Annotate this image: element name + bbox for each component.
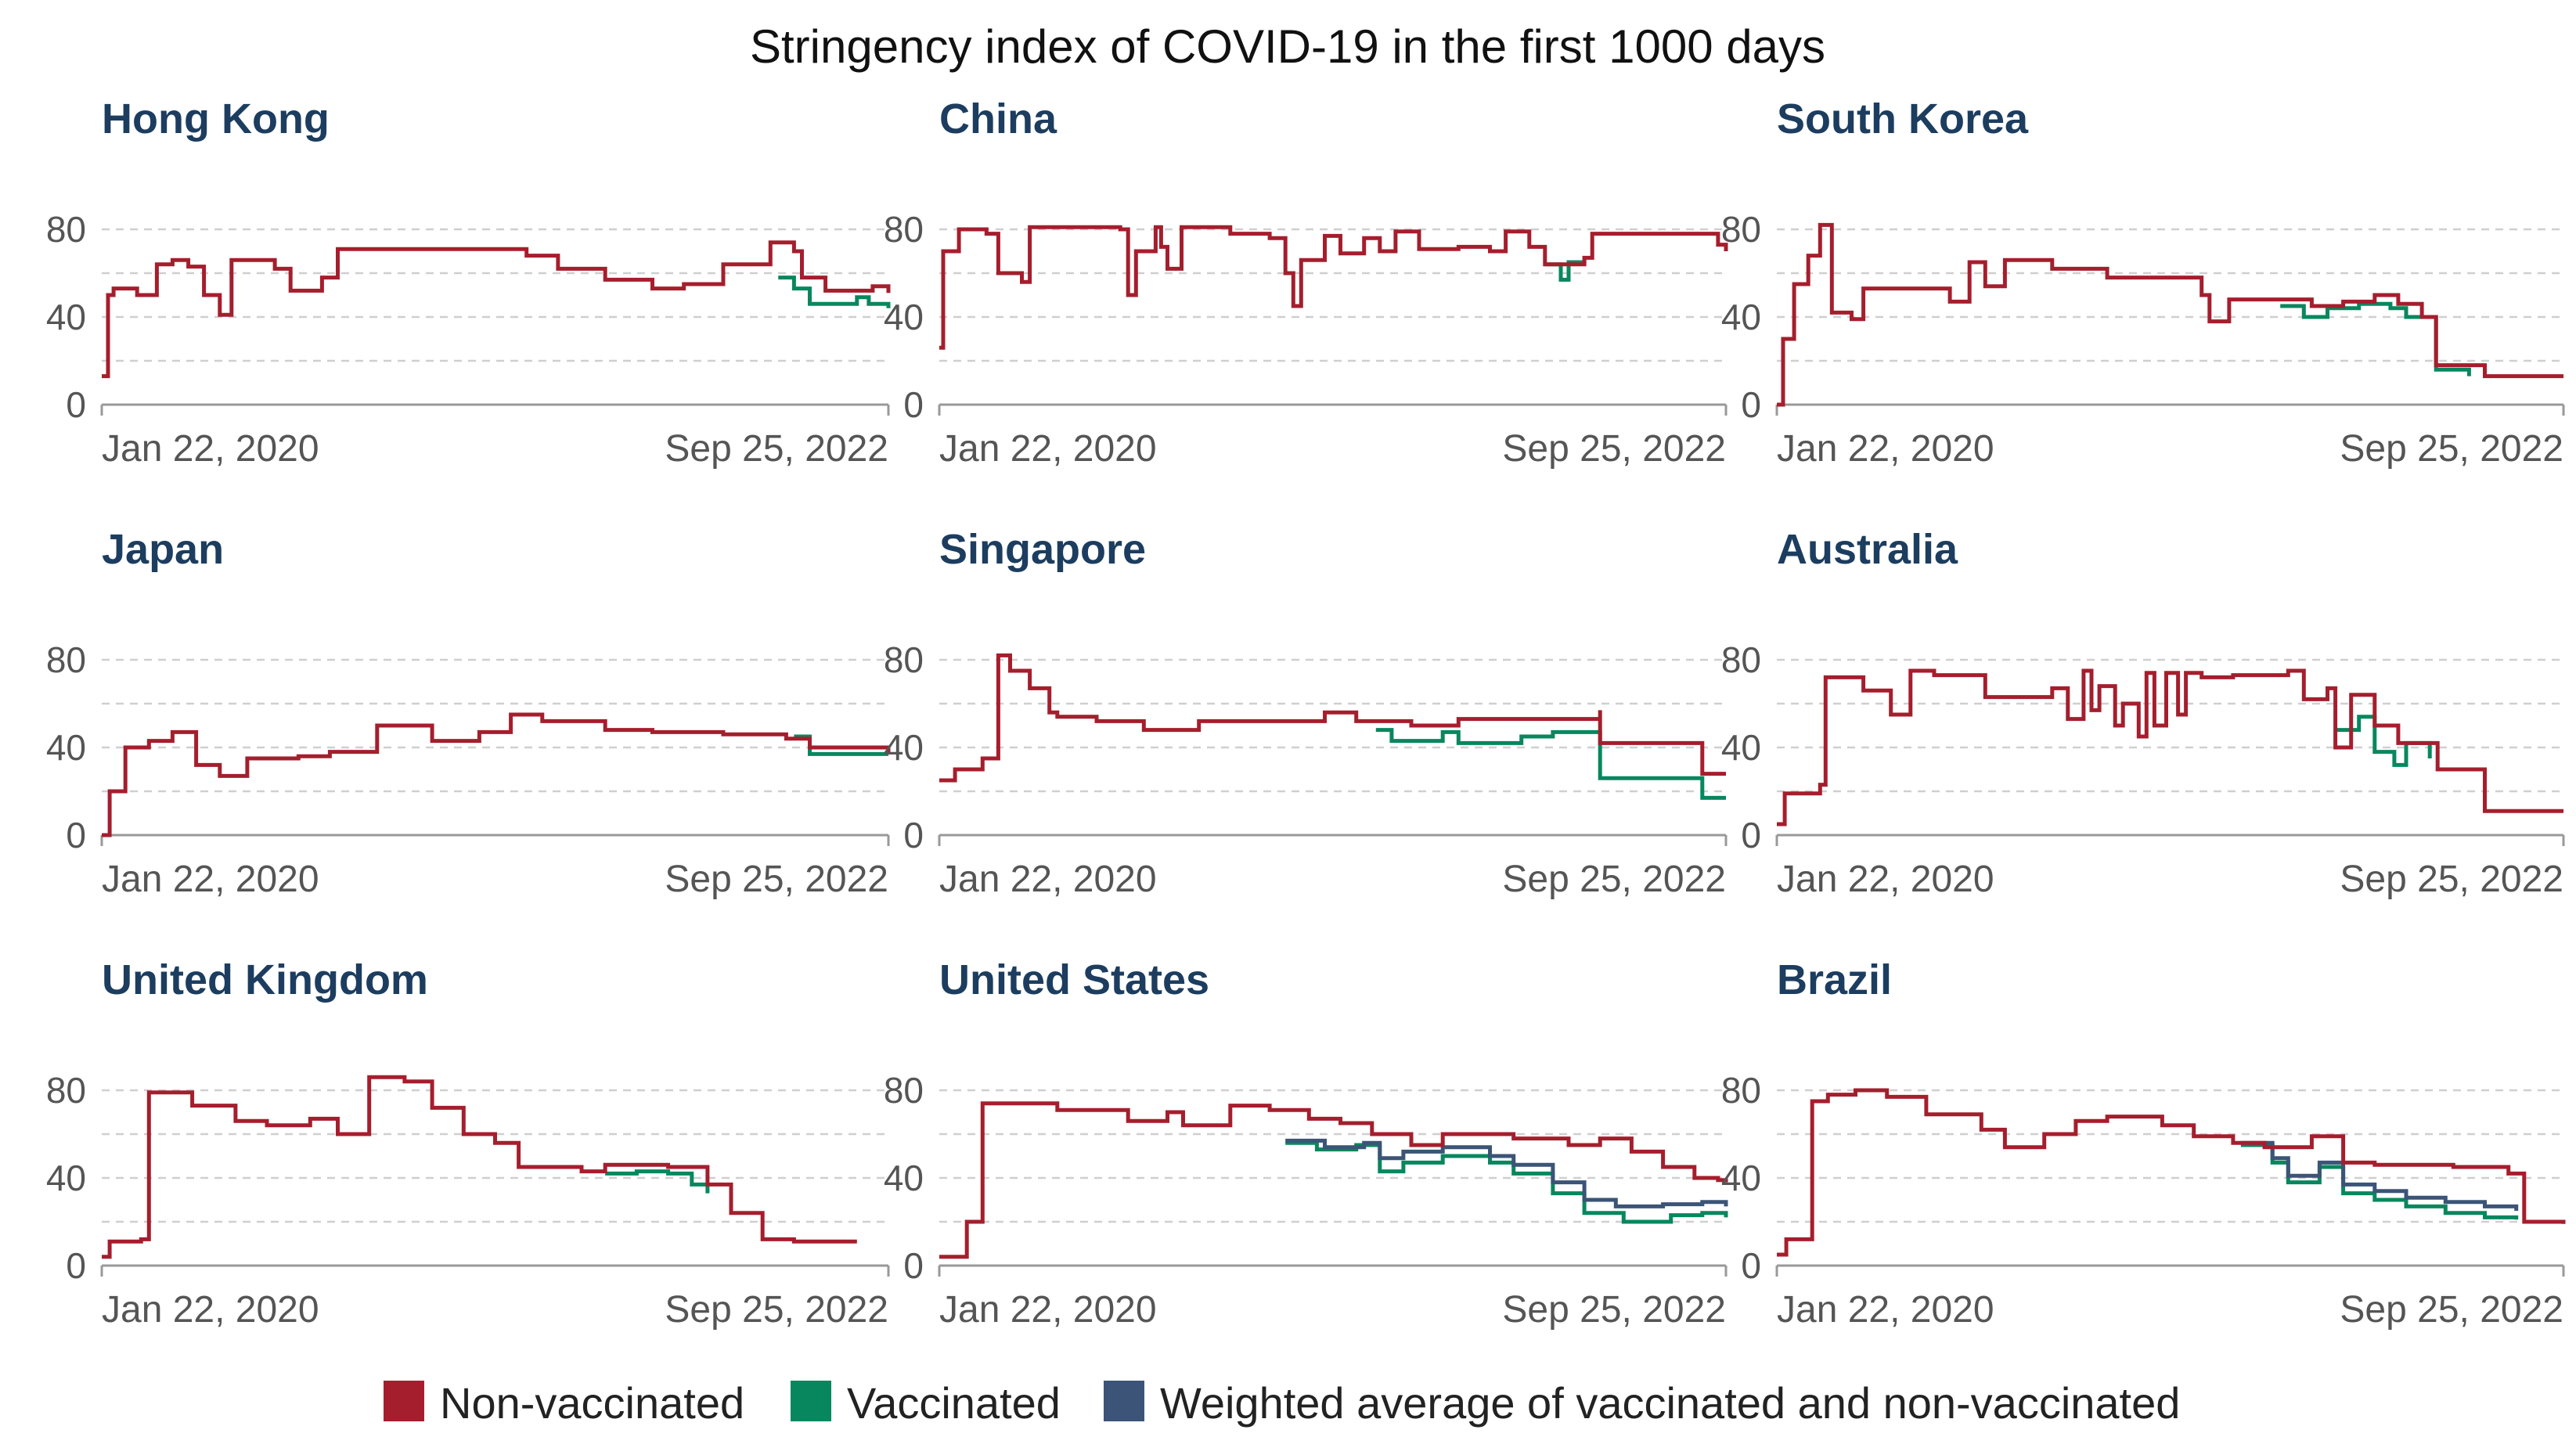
y-tick-label: 0 (66, 384, 86, 425)
y-tick-label: 40 (1721, 1158, 1761, 1198)
x-tick-label-start: Jan 22, 2020 (1777, 859, 1994, 900)
y-tick-label: 80 (46, 209, 86, 250)
series-line-australia-non (1777, 668, 2563, 827)
series-line-united-kingdom-non (102, 1075, 857, 1259)
x-tick-label-end: Sep 25, 2022 (2340, 1289, 2563, 1331)
x-tick-label-start: Jan 22, 2020 (102, 1289, 319, 1331)
x-tick-label-end: Sep 25, 2022 (665, 859, 888, 900)
x-tick-label-start: Jan 22, 2020 (939, 1289, 1157, 1331)
legend-label-vac: Vaccinated (847, 1378, 1061, 1428)
x-tick-label-start: Jan 22, 2020 (939, 859, 1157, 900)
x-tick-label-start: Jan 22, 2020 (102, 428, 319, 470)
y-tick-label: 0 (903, 815, 924, 855)
y-tick-label: 40 (46, 297, 86, 337)
x-tick-label-end: Sep 25, 2022 (665, 1289, 888, 1331)
y-tick-label: 80 (1721, 1070, 1761, 1111)
series-line-brazil-non (1777, 1088, 2566, 1257)
panel-south-korea: South Korea 0 40 80 Jan 22, 2020 Sep 25, 2022 (1721, 95, 2565, 470)
y-tick-label: 40 (46, 727, 86, 768)
panel-hong-kong: Hong Kong 0 40 80 Jan 22, 2020 Sep 25, 2022 (46, 95, 891, 470)
series-line-hong-kong-non (102, 240, 891, 379)
x-tick-label-end: Sep 25, 2022 (1502, 859, 1726, 900)
panel-title-australia: Australia (1777, 526, 1958, 573)
panel-united-kingdom: United Kingdom 0 40 80 Jan 22, 2020 Sep 25, 2… (46, 956, 890, 1331)
panel-title-united-kingdom: United Kingdom (102, 956, 428, 1003)
panel-title-china: China (939, 95, 1057, 142)
chart-title: Stringency index of COVID-19 in the firs… (750, 20, 1825, 73)
series-line-united-kingdom-vac (605, 1169, 710, 1194)
panel-australia: Australia 0 40 80 Jan 22, 2020 Sep 25, 2022 (1721, 526, 2565, 900)
y-tick-label: 40 (884, 1158, 924, 1198)
legend-swatch-non (384, 1381, 424, 1421)
legend-label-non: Non-vaccinated (440, 1378, 744, 1428)
panel-japan: Japan 0 40 80 Jan 22, 2020 Sep 25, 2022 (46, 526, 891, 900)
x-tick-label-end: Sep 25, 2022 (1502, 428, 1726, 470)
legend: Non-vaccinated Vaccinated Weighted average… (384, 1378, 2180, 1428)
y-tick-label: 40 (1721, 297, 1761, 337)
series-line-south-korea-non (1777, 222, 2563, 407)
series-line-united-states-non (939, 1101, 1728, 1259)
series-line-brazil-wavg (2240, 1140, 2519, 1211)
panel-title-south-korea: South Korea (1777, 95, 2029, 142)
x-tick-label-start: Jan 22, 2020 (1777, 428, 1994, 470)
y-tick-label: 0 (66, 815, 86, 855)
y-tick-label: 0 (66, 1245, 86, 1286)
panel-title-brazil: Brazil (1777, 956, 1892, 1003)
panel-title-hong-kong: Hong Kong (102, 95, 330, 142)
legend-label-wavg: Weighted average of vaccinated and non-v… (1160, 1378, 2180, 1428)
y-tick-label: 0 (1741, 1245, 1761, 1286)
panel-title-japan: Japan (102, 526, 224, 573)
panel-singapore: Singapore 0 40 80 Jan 22, 2020 Sep 25, 2022 (884, 526, 1728, 900)
x-tick-label-end: Sep 25, 2022 (2340, 428, 2563, 470)
y-tick-label: 40 (884, 297, 924, 337)
y-tick-label: 80 (46, 1070, 86, 1111)
series-line-brazil-vac (2240, 1143, 2519, 1220)
x-tick-label-start: Jan 22, 2020 (102, 859, 319, 900)
series-line-united-states-wavg (1285, 1138, 1728, 1208)
x-tick-label-end: Sep 25, 2022 (665, 428, 888, 470)
panel-title-united-states: United States (939, 956, 1209, 1003)
legend-swatch-vac (791, 1381, 831, 1421)
y-tick-label: 40 (46, 1158, 86, 1198)
series-line-japan-non (102, 712, 891, 837)
y-tick-label: 80 (1721, 209, 1761, 250)
x-tick-label-end: Sep 25, 2022 (2340, 859, 2563, 900)
panel-china: China 0 40 80 Jan 22, 2020 Sep 25, 2022 (884, 95, 1728, 470)
series-line-singapore-vac (1375, 728, 1726, 800)
series-line-china-non (939, 225, 1728, 350)
y-tick-label: 0 (903, 1245, 924, 1286)
y-tick-label: 80 (1721, 639, 1761, 680)
y-tick-label: 0 (1741, 384, 1761, 425)
y-tick-label: 80 (884, 209, 924, 250)
y-tick-label: 80 (884, 639, 924, 680)
legend-swatch-wavg (1104, 1381, 1144, 1421)
y-tick-label: 0 (1741, 815, 1761, 855)
panel-brazil: Brazil 0 40 80 Jan 22, 2020 Sep 25, 2022 (1721, 956, 2566, 1331)
series-line-hong-kong-vac (778, 276, 891, 308)
y-tick-label: 40 (884, 727, 924, 768)
y-tick-label: 80 (46, 639, 86, 680)
x-tick-label-start: Jan 22, 2020 (939, 428, 1157, 470)
y-tick-label: 80 (884, 1070, 924, 1111)
y-tick-label: 0 (903, 384, 924, 425)
series-line-singapore-non (939, 653, 1726, 783)
panel-title-singapore: Singapore (939, 526, 1146, 573)
y-tick-label: 40 (1721, 727, 1761, 768)
panel-united-states: United States 0 40 80 Jan 22, 2020 Sep 25, 20… (884, 956, 1728, 1331)
x-tick-label-start: Jan 22, 2020 (1777, 1289, 1994, 1331)
x-tick-label-end: Sep 25, 2022 (1502, 1289, 1726, 1331)
